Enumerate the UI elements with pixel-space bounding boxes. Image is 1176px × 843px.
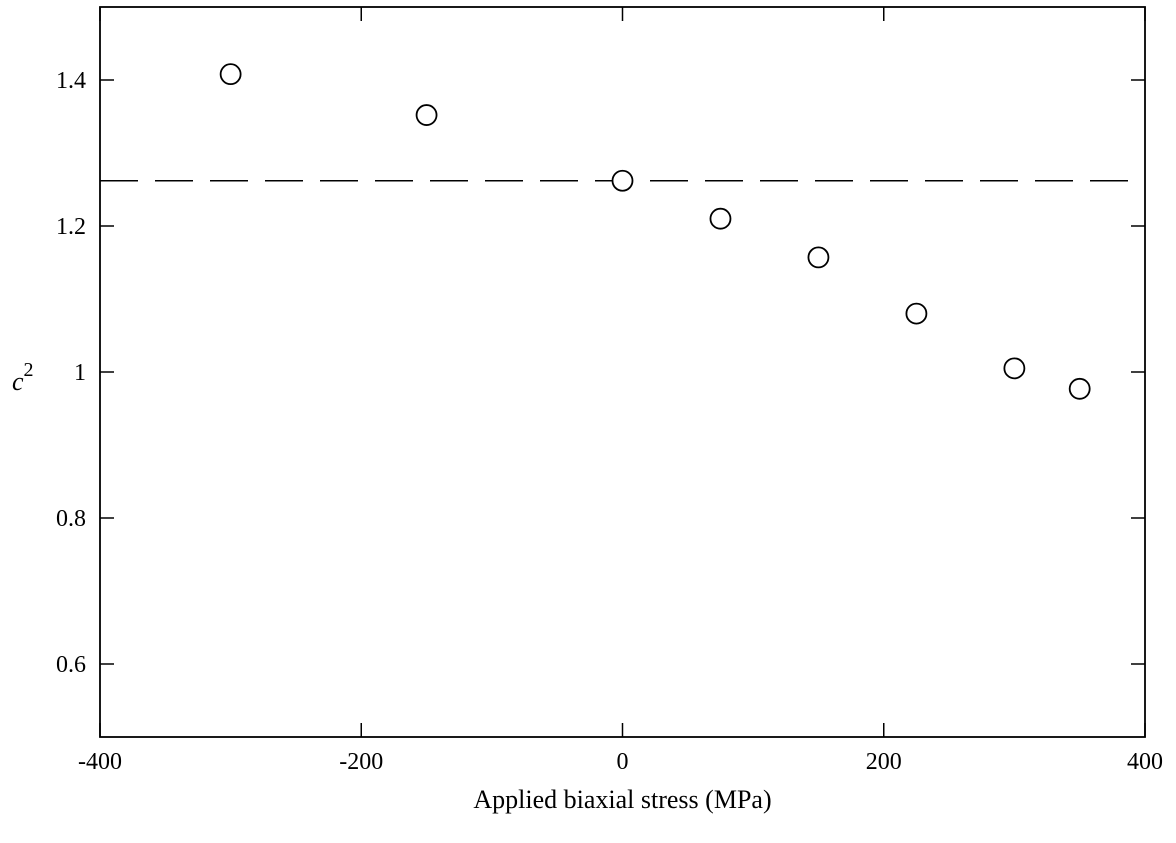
data-point [1068,377,1091,400]
plot-frame [99,6,1146,738]
data-point [1003,357,1026,380]
y-axis-title-base: c [12,367,24,396]
data-point [807,246,830,269]
y-tick-label: 1.4 [56,68,86,94]
x-tick-label: -400 [78,749,122,775]
y-axis-title: c2 [12,359,34,396]
y-tick-label: 1 [74,360,86,386]
x-tick-label: 400 [1127,749,1163,775]
data-point [709,207,732,230]
data-point [219,63,242,86]
data-point [905,302,928,325]
x-axis-title: Applied biaxial stress (MPa) [473,785,771,814]
y-axis-title-exponent: 2 [24,359,34,381]
x-tick-label: 0 [617,749,629,775]
x-tick-label: 200 [866,749,902,775]
axis-ticks [99,7,1146,737]
data-point [611,169,634,192]
axis-tick-labels: -400 -200 0 200 400 0.6 0.8 1 1.2 1.4 [56,68,1163,775]
y-tick-label: 0.8 [56,506,86,532]
data-points [219,63,1091,400]
y-tick-label: 1.2 [56,214,86,240]
y-tick-label: 0.6 [56,652,86,678]
x-tick-label: -200 [339,749,383,775]
data-point [415,104,438,126]
